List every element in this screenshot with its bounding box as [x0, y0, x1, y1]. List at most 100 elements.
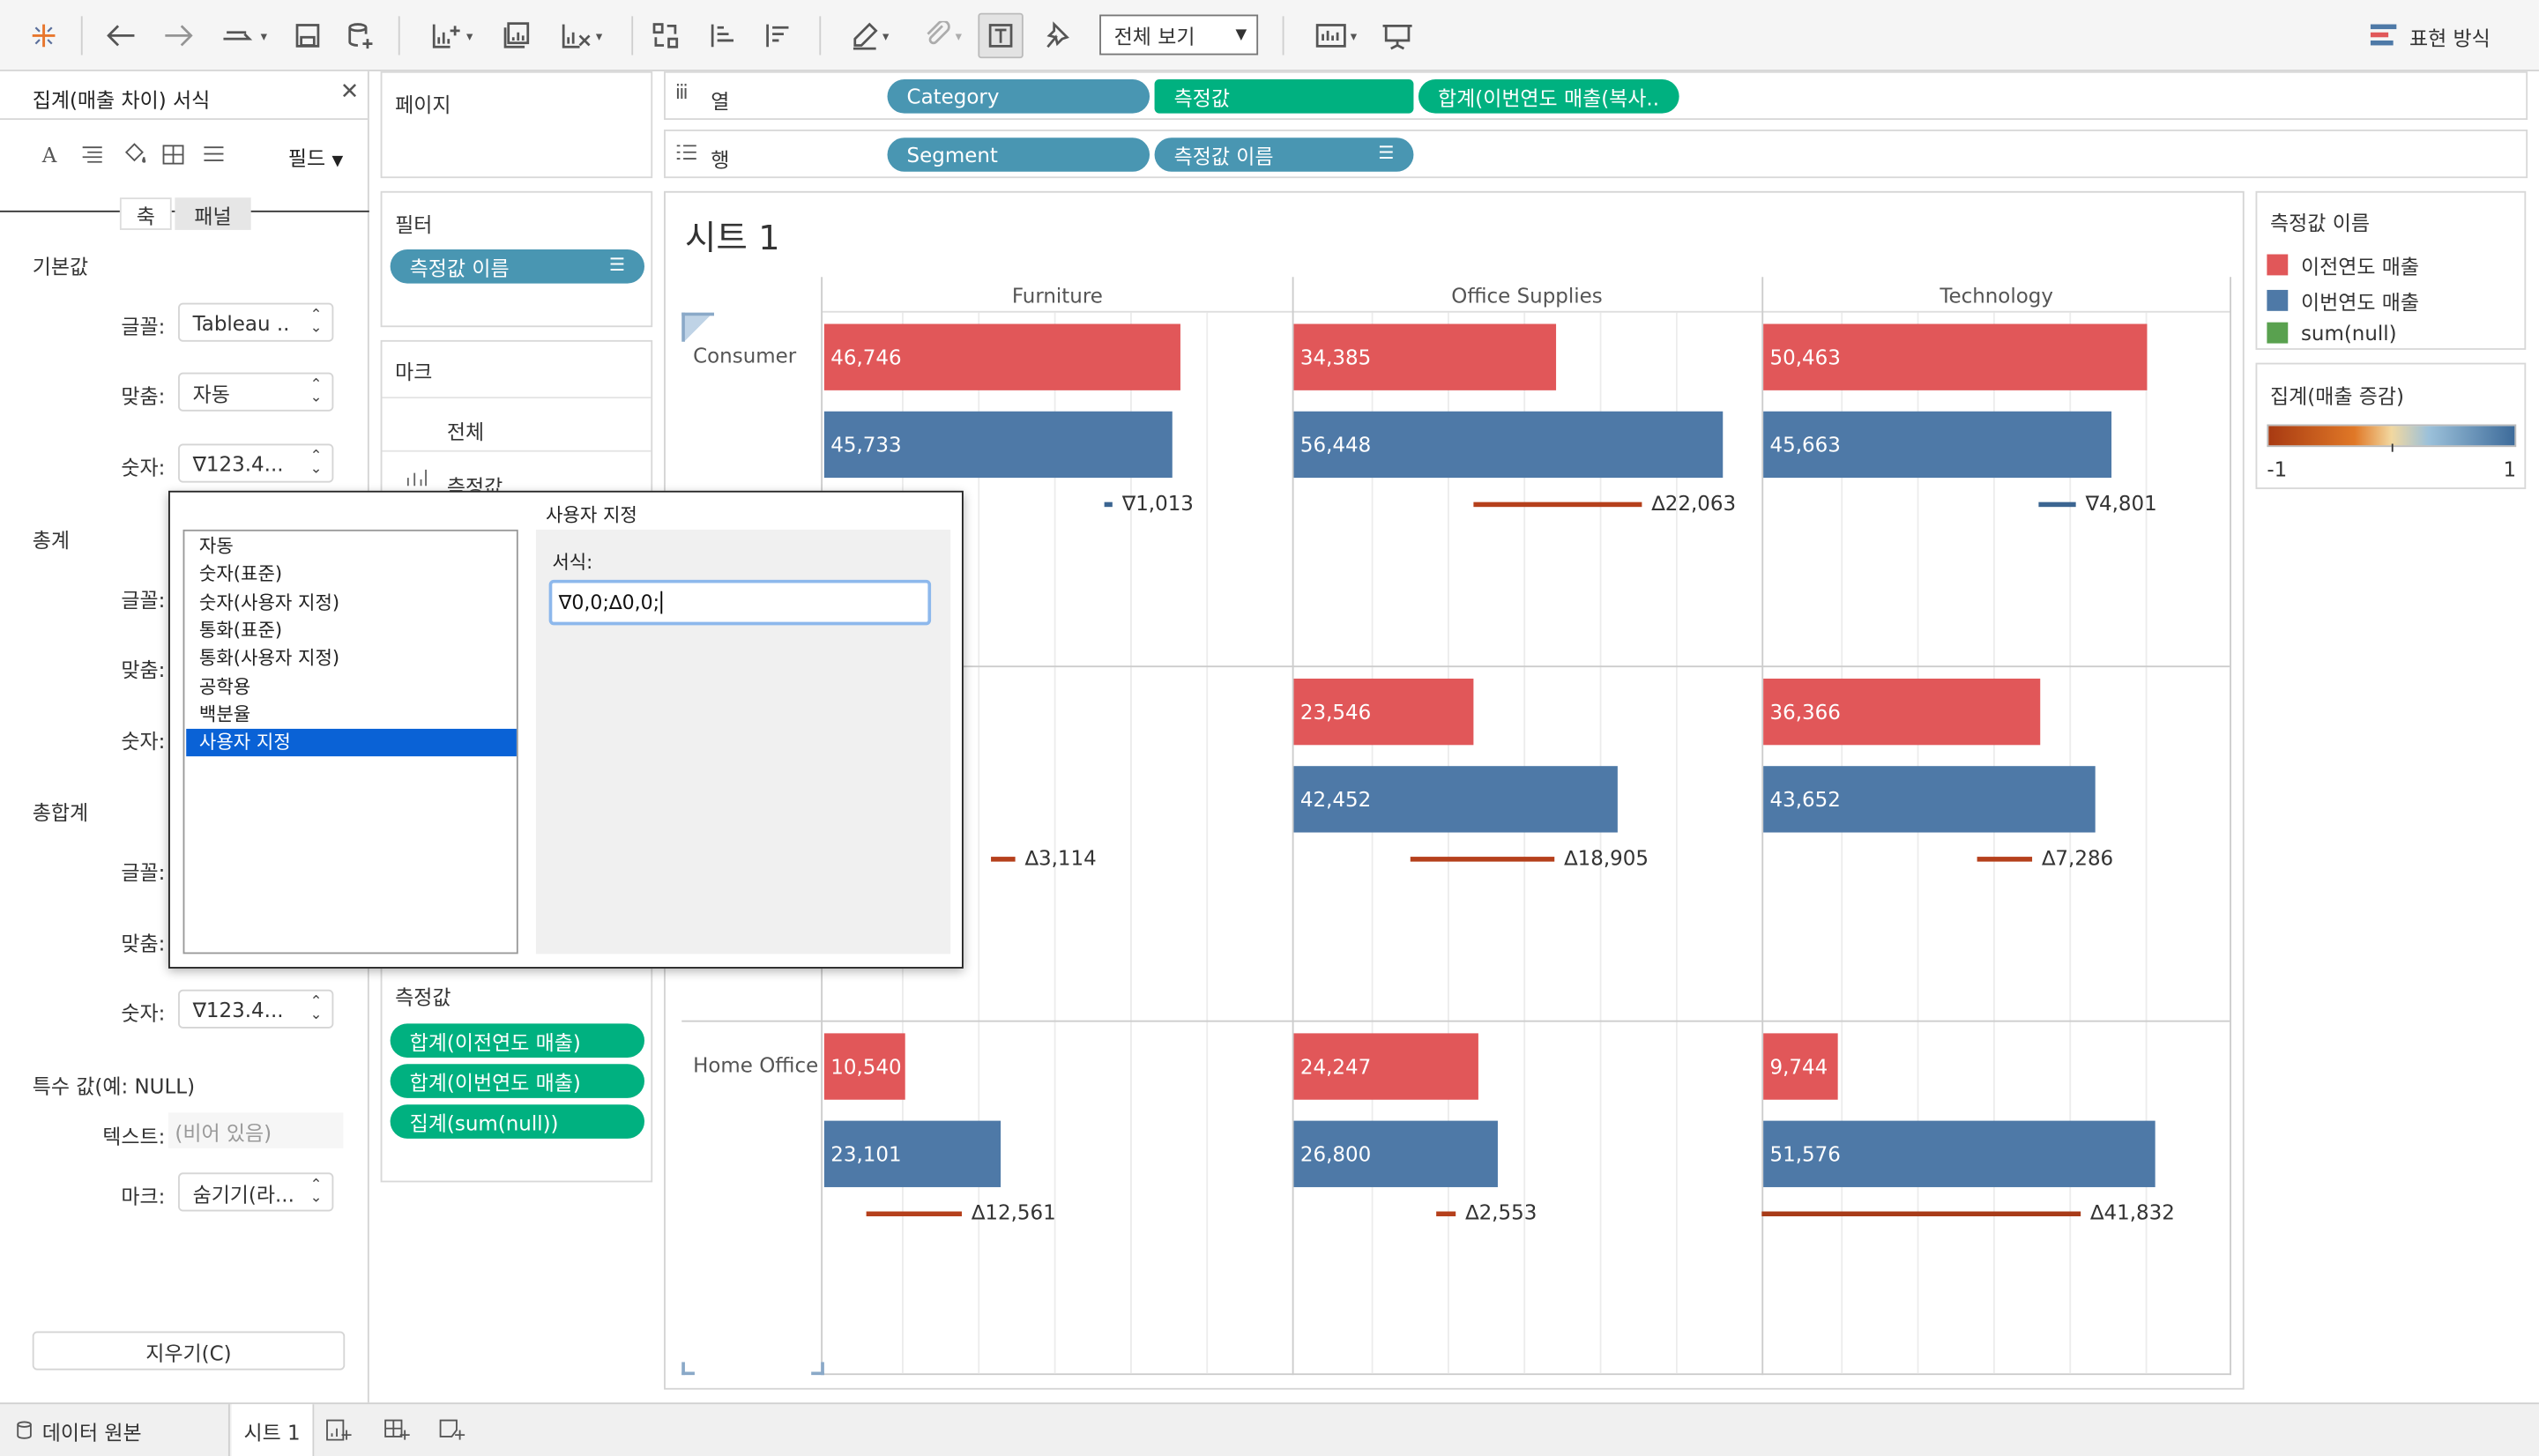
save-icon[interactable] [288, 13, 327, 58]
fields-button[interactable]: 필드 ▼ [287, 145, 344, 170]
column-pill-curr-sales-copy[interactable]: 합계(이번연도 매출(복사.. [1418, 79, 1679, 114]
bottom-tab-bar: 데이터 원본 시트 1 [0, 1402, 2539, 1456]
columns-icon: iii [674, 80, 689, 104]
column-divider [1761, 277, 1764, 1376]
alignment-select[interactable]: 자동 ⌃ ⌄ [178, 372, 334, 412]
measure-pill-sum-null[interactable]: 집계(sum(null)) [390, 1104, 645, 1139]
format-options-panel: 서식: ∇0,0;∆0,0; [535, 529, 951, 955]
format-type-option[interactable]: 통화(표준) [198, 618, 283, 642]
row-pill-segment[interactable]: Segment [887, 137, 1150, 172]
show-me-icon [2370, 24, 2397, 48]
filter-pill-measure-names[interactable]: 측정값 이름 ☰ [390, 249, 645, 284]
column-pill-measure-values[interactable]: 측정값 [1154, 79, 1414, 114]
tableau-logo-icon[interactable] [23, 13, 65, 58]
new-data-source-icon[interactable] [340, 13, 383, 58]
font-format-icon[interactable]: A [41, 142, 57, 167]
pages-shelf[interactable]: 페이지 [380, 71, 653, 179]
replay-icon[interactable]: ▾ [211, 13, 279, 58]
shading-format-icon[interactable] [122, 143, 147, 170]
spinner-arrows-icon: ⌃ ⌄ [309, 308, 323, 338]
tab-axis[interactable]: 축 [119, 197, 172, 230]
format-type-option[interactable]: 숫자(사용자 지정) [198, 590, 340, 613]
special-text-placeholder: (비어 있음) [175, 1119, 272, 1145]
difference-line [1473, 501, 1642, 508]
fix-axes-pin-icon[interactable] [1036, 13, 1078, 58]
data-source-tab[interactable]: 데이터 원본 [0, 1404, 230, 1456]
row-divider [681, 1020, 2230, 1022]
column-header: Office Supplies [1451, 283, 1603, 308]
sort-ascending-icon[interactable] [703, 13, 745, 58]
borders-format-icon[interactable] [162, 145, 185, 170]
difference-label: ∇4,801 [2085, 490, 2157, 516]
show-mark-labels-icon[interactable] [978, 12, 1024, 59]
gridline [1917, 312, 1919, 1374]
new-dashboard-icon[interactable] [382, 1417, 411, 1448]
filter-pill-label: 측정값 이름 [409, 256, 510, 280]
columns-shelf[interactable]: iii 열 Category 측정값 합계(이번연도 매출(복사.. [664, 71, 2528, 120]
redo-icon[interactable] [157, 13, 199, 58]
mark-select[interactable]: 숨기기(라... ⌃ ⌄ [178, 1172, 334, 1212]
format-input[interactable]: ∇0,0;∆0,0; [548, 579, 932, 626]
new-worksheet-icon[interactable] [324, 1417, 353, 1448]
show-me-button[interactable]: 표현 방식 [2370, 19, 2491, 52]
column-divider [1292, 277, 1294, 1376]
bar: 24,247 [1293, 1033, 1478, 1100]
clear-sheet-icon[interactable]: ▾ [547, 13, 615, 58]
marks-measure-row[interactable]: 측정값 [382, 449, 652, 499]
row-pill-label: Segment [906, 142, 998, 167]
row-pill-measure-names[interactable]: 측정값 이름 ☰ [1154, 137, 1414, 172]
rows-shelf[interactable]: 행 Segment 측정값 이름 ☰ [664, 130, 2528, 179]
format-type-option[interactable]: 백분율 [198, 702, 251, 725]
legend-item-null[interactable]: sum(null) [2267, 321, 2397, 345]
worksheet-view: 시트 1 Furniture Office Supplies Technology C… [664, 190, 2246, 1392]
grand-alignment-label: 맞춤: [121, 931, 166, 956]
text-cursor [660, 591, 663, 614]
format-type-option[interactable]: 숫자(표준) [198, 562, 283, 585]
show-cards-icon[interactable]: ▾ [1302, 13, 1370, 58]
close-icon[interactable]: ✕ [339, 79, 360, 106]
bar: 56,448 [1293, 411, 1724, 479]
new-worksheet-icon[interactable]: ▾ [418, 13, 486, 58]
format-type-option[interactable]: 사용자 지정 [186, 729, 517, 757]
color-ramp[interactable] [2267, 424, 2517, 448]
swap-rows-columns-icon[interactable] [644, 13, 687, 58]
difference-label: ∆41,832 [2090, 1200, 2175, 1225]
column-pill-category[interactable]: Category [887, 79, 1150, 114]
legend-item-curr[interactable]: 이번연도 매출 [2267, 285, 2419, 316]
gridline [1523, 312, 1526, 1374]
undo-icon[interactable] [101, 13, 143, 58]
bar: 45,663 [1763, 411, 2111, 479]
bar-chart-icon [405, 468, 428, 493]
number-select[interactable]: ∇123.4... ⌃ ⌄ [178, 443, 334, 483]
clear-button[interactable]: 지우기(C) [32, 1331, 346, 1371]
legend-item-prev[interactable]: 이전연도 매출 [2267, 249, 2419, 280]
view-size-select[interactable]: 전체 보기 ▼ [1099, 14, 1259, 56]
presentation-mode-icon[interactable] [1376, 13, 1418, 58]
difference-label: ∆3,114 [1024, 845, 1097, 870]
grand-number-label: 숫자: [121, 1000, 166, 1026]
highlight-pen-icon[interactable]: ▾ [836, 13, 904, 58]
format-type-option[interactable]: 공학용 [198, 674, 251, 698]
format-type-option[interactable]: 통화(사용자 지정) [198, 646, 340, 670]
filters-shelf[interactable]: 필터 측정값 이름 ☰ [380, 190, 653, 328]
format-type-option[interactable]: 자동 [198, 534, 234, 558]
data-source-label: 데이터 원본 [41, 1419, 142, 1445]
lines-format-icon[interactable] [203, 145, 226, 170]
sort-descending-icon[interactable] [758, 13, 800, 58]
new-story-icon[interactable] [437, 1417, 466, 1448]
tab-pane[interactable]: 패널 [175, 197, 251, 230]
grand-number-select[interactable]: ∇123.4... ⌃ ⌄ [178, 989, 334, 1029]
measure-pill-prev-sales[interactable]: 합계(이전연도 매출) [390, 1023, 645, 1058]
special-text-input[interactable]: (비어 있음) [168, 1112, 344, 1148]
chart-area: Furniture Office Supplies Technology Consum… [666, 193, 2246, 1392]
font-select[interactable]: Tableau .. ⌃ ⌄ [178, 302, 334, 342]
measure-pill-curr-sales[interactable]: 합계(이번연도 매출) [390, 1064, 645, 1098]
grand-number-value: ∇123.4... [192, 997, 284, 1021]
marks-all-row[interactable]: 전체 [382, 397, 652, 449]
sheet-tab-1[interactable]: 시트 1 [231, 1404, 315, 1456]
alignment-format-icon[interactable] [81, 145, 104, 170]
group-members-icon[interactable]: ▾ [910, 13, 974, 58]
duplicate-sheet-icon[interactable] [495, 13, 538, 58]
gridline [1992, 312, 1995, 1374]
